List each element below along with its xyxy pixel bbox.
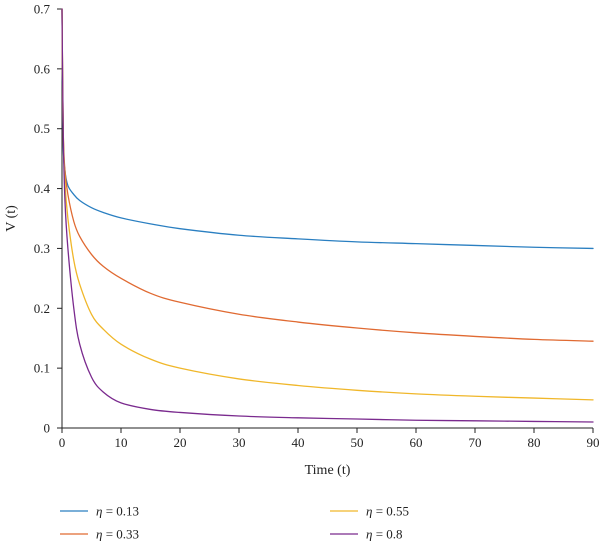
legend-value: = 0.8	[372, 527, 402, 542]
y-axis-title: V (t)	[4, 205, 19, 232]
series-lines	[61, 8, 594, 423]
legend-symbol: η	[366, 527, 372, 542]
legend-item: η = 0.55	[330, 504, 409, 519]
legend-symbol: η	[366, 504, 372, 519]
y-tick-label: 0.5	[34, 121, 50, 136]
legend-label: η = 0.33	[96, 527, 139, 542]
legend-symbol: η	[96, 504, 102, 519]
series-line-2	[61, 8, 594, 342]
x-tick-label: 10	[115, 435, 128, 450]
legend-symbol: η	[96, 527, 102, 542]
y-tick-label: 0.3	[34, 241, 50, 256]
y-axis-ticks: 0 0.1 0.2 0.3 0.4 0.5 0.6 0.7	[34, 2, 62, 436]
series-line-3	[61, 8, 594, 401]
x-tick-label: 0	[59, 435, 66, 450]
x-tick-label: 70	[469, 435, 482, 450]
legend-value: = 0.33	[102, 527, 139, 542]
series-line-1	[61, 8, 594, 250]
x-tick-label: 90	[587, 435, 600, 450]
legend-item: η = 0.13	[60, 504, 139, 519]
y-tick-label: 0.6	[34, 61, 51, 76]
x-tick-label: 80	[528, 435, 541, 450]
legend: η = 0.13η = 0.33η = 0.55η = 0.8	[60, 504, 409, 542]
y-tick-label: 0.1	[34, 361, 50, 376]
x-tick-label: 60	[410, 435, 423, 450]
legend-item: η = 0.8	[330, 527, 403, 542]
legend-item: η = 0.33	[60, 527, 139, 542]
legend-value: = 0.13	[102, 504, 139, 519]
legend-label: η = 0.13	[96, 504, 139, 519]
x-tick-label: 30	[233, 435, 246, 450]
legend-label: η = 0.8	[366, 527, 403, 542]
y-tick-label: 0.4	[34, 181, 51, 196]
series-line-4	[61, 8, 594, 423]
y-tick-label: 0.7	[34, 2, 51, 17]
x-axis-ticks: 0 10 20 30 40 50 60 70 80 90	[59, 428, 600, 450]
x-tick-label: 20	[174, 435, 187, 450]
x-axis-title: Time (t)	[305, 463, 351, 478]
plot-frame	[61, 9, 593, 429]
legend-label: η = 0.55	[366, 504, 409, 519]
x-tick-label: 40	[292, 435, 305, 450]
legend-value: = 0.55	[372, 504, 409, 519]
y-tick-label: 0.2	[34, 301, 50, 316]
y-tick-label: 0	[44, 421, 51, 436]
x-tick-label: 50	[351, 435, 364, 450]
